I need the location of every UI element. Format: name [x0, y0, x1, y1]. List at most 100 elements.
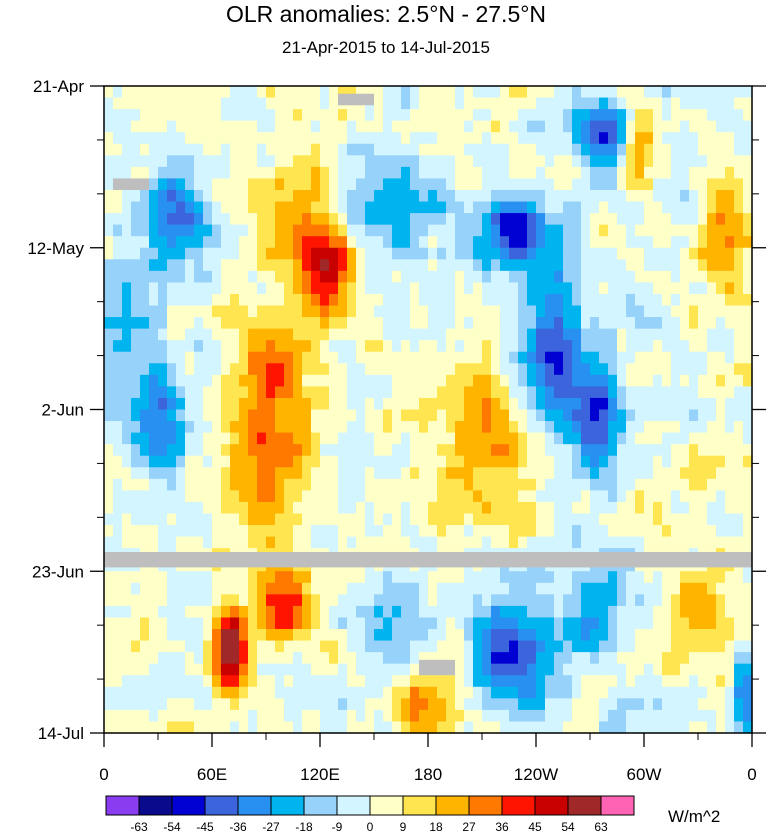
heatmap-cell: [653, 293, 663, 307]
heatmap-cell: [329, 340, 339, 353]
heatmap-cell: [401, 629, 411, 642]
heatmap-cell: [428, 213, 438, 226]
heatmap-cell: [572, 525, 582, 538]
heatmap-cell: [374, 709, 384, 723]
heatmap-cell: [383, 189, 393, 203]
heatmap-cell: [104, 247, 114, 260]
heatmap-cell: [194, 155, 204, 168]
heatmap-cell: [608, 663, 618, 676]
heatmap-cell: [176, 201, 186, 214]
heatmap-cell: [635, 409, 645, 422]
heatmap-cell: [203, 432, 213, 445]
heatmap-cell: [545, 605, 555, 619]
heatmap-cell: [122, 236, 132, 249]
heatmap-cell: [140, 455, 150, 468]
heatmap-cell: [122, 247, 132, 260]
heatmap-cell: [104, 605, 114, 619]
heatmap-cell: [284, 698, 294, 711]
heatmap-cell: [320, 605, 330, 619]
heatmap-cell: [590, 201, 600, 214]
heatmap-cell: [212, 455, 222, 468]
heatmap-cell: [203, 155, 213, 168]
heatmap-cell: [635, 629, 645, 642]
heatmap-cell: [266, 270, 276, 284]
heatmap-cell: [347, 201, 357, 214]
y-tick-label: 21-Apr: [33, 77, 84, 96]
heatmap-cell: [293, 166, 303, 180]
heatmap-cell: [590, 189, 600, 203]
heatmap-cell: [194, 351, 204, 364]
heatmap-cell: [536, 132, 546, 145]
heatmap-cell: [302, 328, 312, 341]
heatmap-cell: [239, 143, 249, 156]
heatmap-cell: [239, 686, 249, 699]
heatmap-cell: [653, 155, 663, 168]
heatmap-cell: [149, 455, 159, 468]
heatmap-cell: [185, 652, 195, 665]
heatmap-cell: [410, 478, 420, 491]
heatmap-cell: [122, 490, 132, 503]
heatmap-cell: [644, 282, 654, 295]
heatmap-cell: [104, 224, 114, 237]
heatmap-cell: [581, 328, 591, 341]
heatmap-cell: [230, 155, 240, 168]
heatmap-cell: [581, 236, 591, 249]
heatmap-cell: [599, 351, 609, 364]
heatmap-cell: [599, 189, 609, 203]
heatmap-cell: [419, 721, 429, 734]
heatmap-cell: [194, 282, 204, 295]
heatmap-cell: [320, 721, 330, 734]
heatmap-cell: [230, 455, 240, 468]
heatmap-cell: [635, 109, 645, 122]
heatmap-cell: [122, 525, 132, 538]
heatmap-cell: [581, 721, 591, 734]
heatmap-cell: [653, 305, 663, 318]
heatmap-cell: [662, 224, 672, 237]
heatmap-cell: [464, 709, 474, 723]
heatmap-cell: [671, 259, 681, 272]
heatmap-cell: [365, 224, 375, 237]
heatmap-cell: [725, 363, 735, 376]
heatmap-cell: [383, 663, 393, 676]
heatmap-cell: [563, 97, 573, 110]
heatmap-cell: [473, 386, 483, 399]
heatmap-cell: [509, 317, 519, 330]
heatmap-cell: [113, 629, 123, 642]
heatmap-cell: [428, 166, 438, 180]
heatmap-cell: [590, 166, 600, 180]
heatmap-cell: [545, 397, 555, 411]
heatmap-cell: [221, 513, 231, 526]
heatmap-cell: [230, 97, 240, 110]
heatmap-cell: [302, 582, 312, 595]
heatmap-cell: [311, 86, 321, 99]
heatmap-cell: [275, 247, 285, 260]
heatmap-cell: [644, 571, 654, 584]
heatmap-cell: [671, 605, 681, 619]
heatmap-cell: [653, 236, 663, 249]
heatmap-cell: [644, 293, 654, 307]
heatmap-cell: [185, 397, 195, 411]
heatmap-cell: [365, 421, 375, 434]
heatmap-cell: [176, 86, 186, 99]
heatmap-cell: [527, 189, 537, 203]
heatmap-cell: [212, 247, 222, 260]
heatmap-cell: [644, 386, 654, 399]
heatmap-cell: [356, 721, 366, 734]
heatmap-cell: [122, 213, 132, 226]
heatmap-cell: [734, 213, 744, 226]
heatmap-cell: [365, 305, 375, 318]
heatmap-cell: [293, 374, 303, 387]
heatmap-cell: [167, 155, 177, 168]
heatmap-cell: [293, 236, 303, 249]
heatmap-cell: [158, 132, 168, 145]
heatmap-cell: [455, 386, 465, 399]
heatmap-cell: [545, 305, 555, 318]
heatmap-cell: [338, 120, 348, 133]
heatmap-cell: [176, 675, 186, 688]
heatmap-cell: [536, 640, 546, 653]
heatmap-cell: [239, 455, 249, 468]
heatmap-cell: [455, 224, 465, 237]
heatmap-cell: [635, 236, 645, 249]
heatmap-cell: [590, 236, 600, 249]
heatmap-cell: [500, 97, 510, 110]
